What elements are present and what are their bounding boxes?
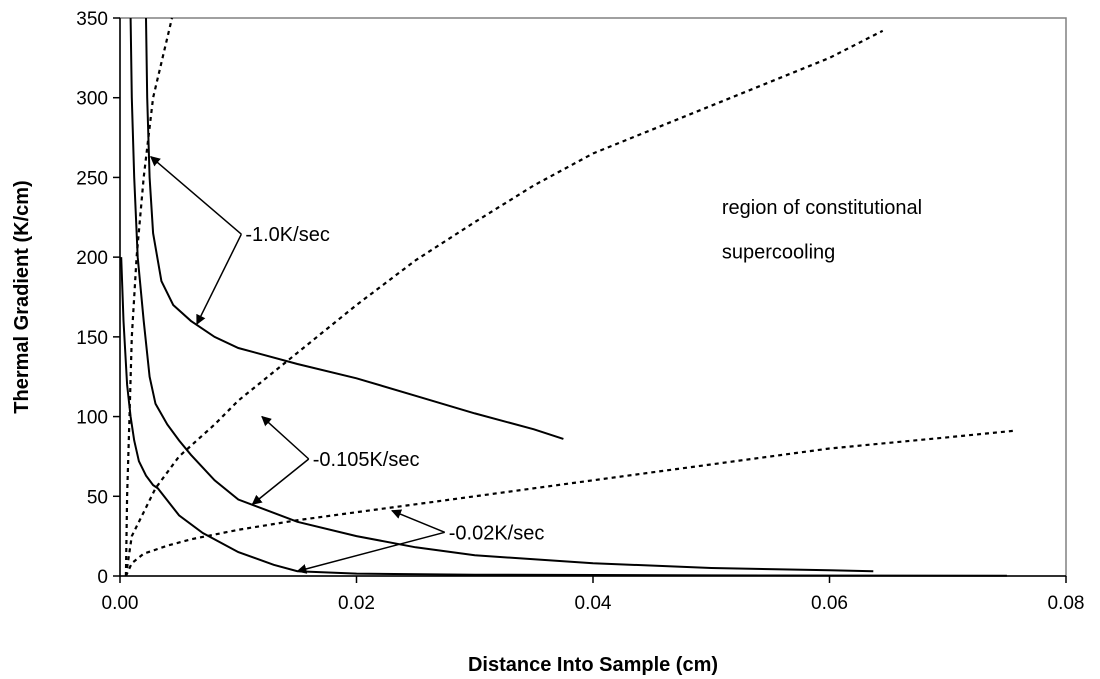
axis-ticks: 0.00 0.02 0.04 0.06 0.08 0 50 100 150 200 250 300 35… [76,9,1084,614]
x-tick-label: 0.06 [811,593,848,614]
annotation-label-2: -0.105K/sec [313,449,420,471]
annotation-arrow [391,509,446,534]
annotation-label-3: -0.02K/sec [449,522,545,544]
y-tick-label: 150 [76,328,108,349]
series-line-6 [124,429,1013,577]
y-tick-label: 0 [97,567,108,588]
series-line-3 [120,257,1007,577]
series-line-2 [129,17,874,573]
annotation-label-4: region of constitutional [722,197,922,219]
annotation-arrow [196,233,243,325]
series-line-4 [124,17,174,577]
x-tick-label: 0.02 [338,593,375,614]
y-tick-label: 350 [76,9,108,30]
annotation-arrow [296,531,445,574]
y-tick-label: 200 [76,248,108,269]
annotation-arrow [149,156,242,235]
y-axis-title: Thermal Gradient (K/cm) [11,180,33,413]
series-line-1 [145,17,564,440]
x-axis-title: Distance Into Sample (cm) [468,654,718,676]
annotation-label-5: supercooling [722,242,835,264]
annotation-arrow [261,415,310,460]
y-tick-label: 300 [76,89,108,110]
x-tick-label: 0.00 [102,593,139,614]
series-line-5 [124,29,884,577]
y-tick-label: 50 [87,487,108,508]
x-tick-label: 0.04 [575,593,612,614]
y-tick-label: 100 [76,408,108,429]
annotation-arrow [251,458,310,505]
plot-border [119,17,1067,577]
x-tick-label: 0.08 [1048,593,1085,614]
annotation-layer: -1.0K/sec -0.105K/sec -0.02K/sec region of … [149,156,922,574]
annotation-label-1: -1.0K/sec [245,224,329,246]
plot-frame [119,17,1067,577]
series-layer [120,17,1013,577]
y-tick-label: 250 [76,168,108,189]
